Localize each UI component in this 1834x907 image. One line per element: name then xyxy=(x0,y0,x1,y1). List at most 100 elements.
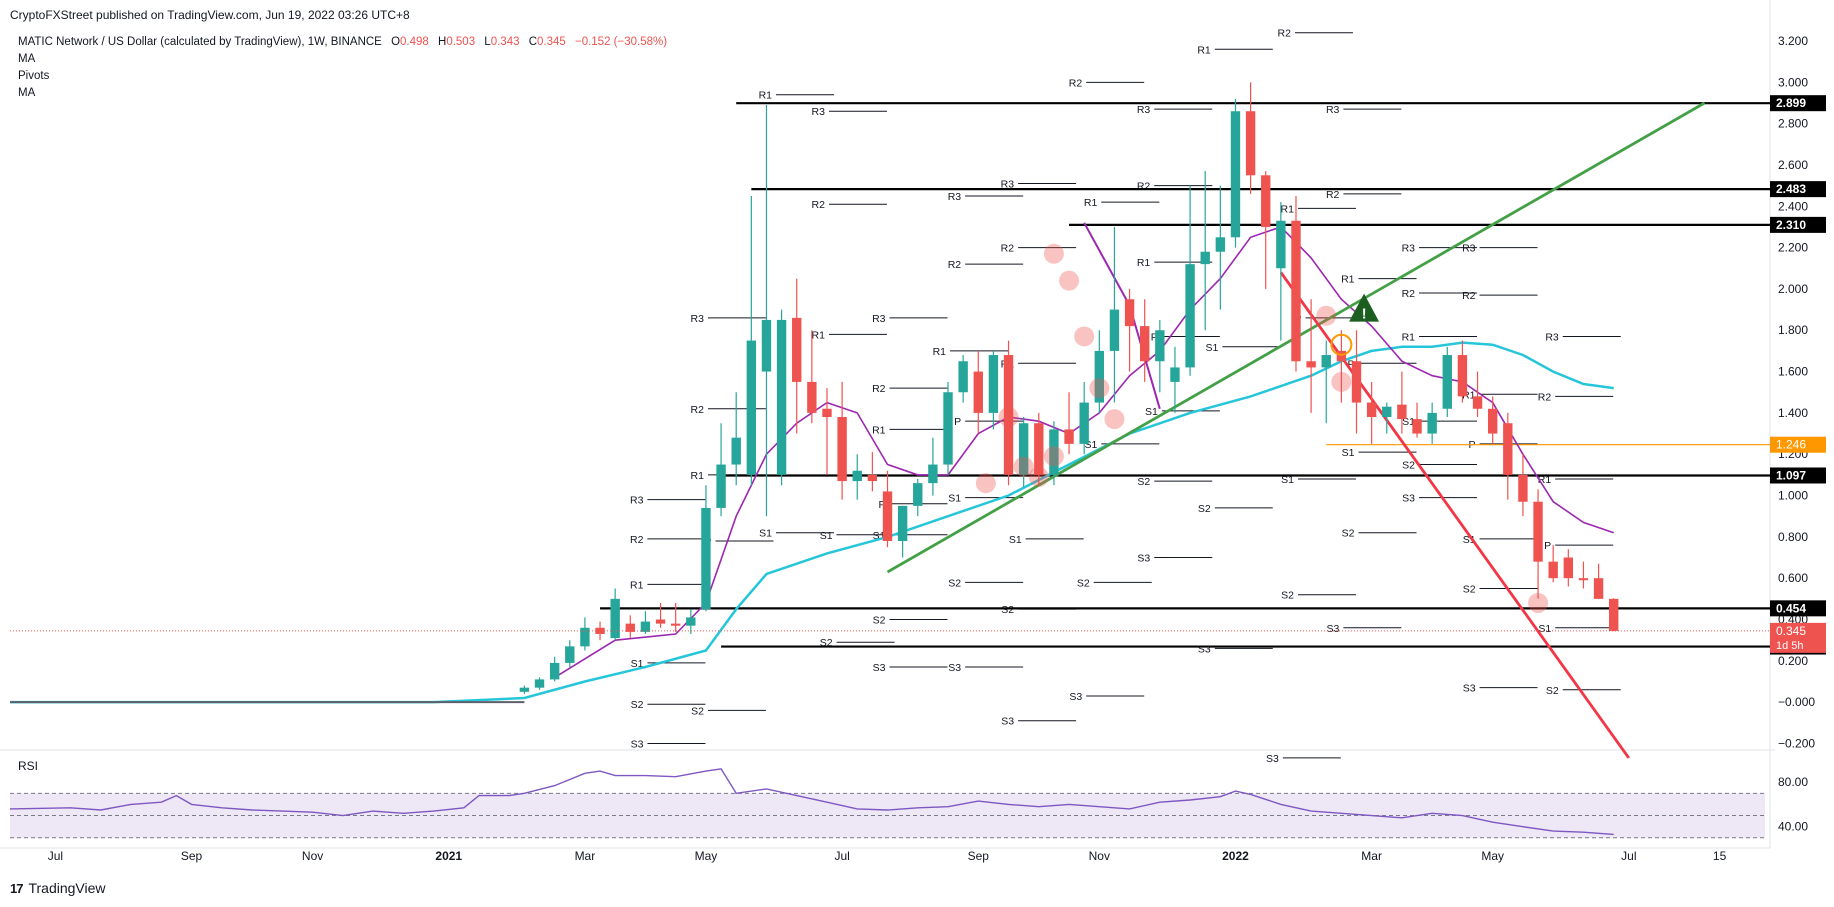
tradingview-brand[interactable]: 17 TradingView xyxy=(10,880,106,896)
pivot-label: S1 xyxy=(631,658,644,670)
candle[interactable] xyxy=(897,505,908,558)
candle[interactable] xyxy=(1185,185,1195,376)
candle[interactable] xyxy=(534,677,545,690)
candle[interactable] xyxy=(958,355,968,403)
candle[interactable] xyxy=(595,621,605,641)
indicator-pivots[interactable]: Pivots xyxy=(18,70,50,82)
candle[interactable] xyxy=(1578,561,1589,589)
candle[interactable] xyxy=(565,640,575,668)
pivot-label: S3 xyxy=(1402,493,1415,505)
candle-body xyxy=(549,662,560,680)
candle-body xyxy=(716,464,726,508)
candle[interactable] xyxy=(988,350,999,430)
warning-icon[interactable] xyxy=(1349,293,1380,322)
candle[interactable] xyxy=(1079,381,1089,455)
candle[interactable] xyxy=(746,195,757,486)
time-tick-label: Jul xyxy=(834,849,849,863)
candle[interactable] xyxy=(1593,563,1604,599)
candle-body xyxy=(807,381,817,413)
symbol-name[interactable]: MATIC Network / US Dollar (calculated by… xyxy=(18,36,382,48)
rsi-line[interactable] xyxy=(9,768,1614,836)
close-key: C xyxy=(528,36,537,48)
candle[interactable] xyxy=(1442,346,1452,418)
pivot-label: R2 xyxy=(1001,243,1015,255)
candle[interactable] xyxy=(1215,185,1226,310)
candle[interactable] xyxy=(670,602,681,632)
candle[interactable] xyxy=(776,309,787,486)
highlight-circle xyxy=(1074,326,1095,347)
candle[interactable] xyxy=(1412,402,1422,438)
rsi-pane-label[interactable]: RSI xyxy=(18,759,39,773)
candle[interactable] xyxy=(1155,319,1165,393)
candle[interactable] xyxy=(1321,340,1331,424)
candle[interactable] xyxy=(1200,171,1210,331)
candle[interactable] xyxy=(549,656,560,682)
candle[interactable] xyxy=(1518,454,1528,517)
candle[interactable] xyxy=(731,392,741,486)
candle[interactable] xyxy=(1230,98,1241,248)
candle[interactable] xyxy=(1094,330,1105,413)
candle[interactable] xyxy=(867,452,878,492)
candle[interactable] xyxy=(1064,392,1074,455)
candle[interactable] xyxy=(1018,417,1029,488)
candle[interactable] xyxy=(625,615,635,639)
candle[interactable] xyxy=(1397,371,1407,434)
candle[interactable] xyxy=(761,105,772,517)
indicator-ma-2[interactable]: MA xyxy=(18,87,36,99)
candle[interactable] xyxy=(1276,202,1286,341)
candle[interactable] xyxy=(686,609,696,634)
pivot-label: P xyxy=(954,416,961,428)
candle[interactable] xyxy=(1487,396,1498,444)
candle[interactable] xyxy=(640,611,651,634)
trendline-descending[interactable] xyxy=(1279,271,1630,759)
candle[interactable] xyxy=(519,685,530,694)
candle[interactable] xyxy=(1124,288,1135,372)
candle[interactable] xyxy=(1245,82,1256,194)
candle[interactable] xyxy=(1366,381,1377,444)
candle[interactable] xyxy=(928,437,938,496)
candle[interactable] xyxy=(1382,402,1392,434)
pivot-label: R2 xyxy=(630,534,644,546)
candle[interactable] xyxy=(837,381,847,500)
candle[interactable] xyxy=(1170,346,1180,413)
candle[interactable] xyxy=(716,423,726,517)
candle[interactable] xyxy=(1140,299,1150,382)
candle[interactable] xyxy=(1336,330,1347,403)
candle[interactable] xyxy=(580,617,590,651)
candle[interactable] xyxy=(807,330,817,424)
candle[interactable] xyxy=(610,588,620,641)
candle[interactable] xyxy=(852,454,862,500)
candle[interactable] xyxy=(1548,545,1558,583)
candle[interactable] xyxy=(973,350,983,434)
candle-body xyxy=(1200,251,1210,265)
pivot-label: R2 xyxy=(1069,77,1083,89)
candle[interactable] xyxy=(882,470,893,548)
candle[interactable] xyxy=(1609,598,1619,632)
highlight-circle xyxy=(1043,243,1064,264)
candle[interactable] xyxy=(1457,340,1468,403)
candle[interactable] xyxy=(1351,330,1362,434)
candle[interactable] xyxy=(1261,171,1271,289)
candle[interactable] xyxy=(1472,371,1483,418)
candle-body xyxy=(1140,326,1150,362)
candle[interactable] xyxy=(1003,340,1014,486)
candle[interactable] xyxy=(1306,299,1316,413)
candle[interactable] xyxy=(1049,421,1059,486)
candle[interactable] xyxy=(1563,549,1574,587)
candle[interactable] xyxy=(701,485,711,612)
candle[interactable] xyxy=(1291,195,1301,372)
candle[interactable] xyxy=(792,278,802,434)
candle[interactable] xyxy=(1533,489,1543,599)
candle[interactable] xyxy=(655,602,666,628)
candle[interactable] xyxy=(822,388,832,475)
candle[interactable] xyxy=(943,381,953,475)
candle[interactable] xyxy=(913,479,923,517)
indicator-ma-1[interactable]: MA xyxy=(18,53,36,65)
candle[interactable] xyxy=(1109,226,1120,403)
candle-body xyxy=(1291,220,1301,362)
candle[interactable] xyxy=(1427,402,1437,444)
candle-body xyxy=(1049,429,1059,475)
candle[interactable] xyxy=(1034,412,1044,486)
candle[interactable] xyxy=(1503,412,1513,500)
